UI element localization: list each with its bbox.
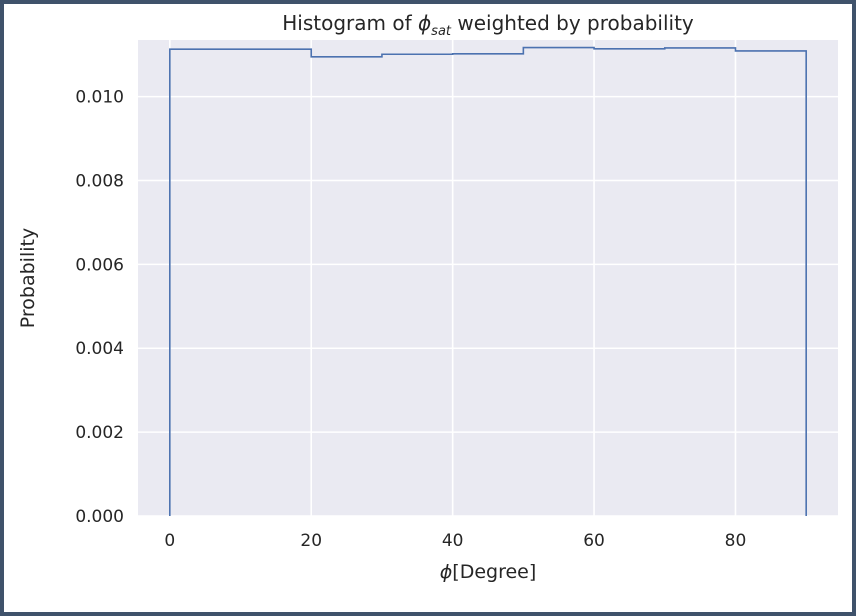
chart-title-phi: ϕ (418, 11, 431, 35)
x-tick-labels: 0 20 40 60 80 (164, 531, 746, 551)
grid-lines (138, 40, 838, 517)
chart-title-suffix: weighted by probability (451, 11, 694, 35)
y-tick-label: 0.010 (75, 88, 124, 108)
y-axis-label: Probability (17, 228, 39, 328)
chart-title-subscript: sat (431, 24, 452, 39)
x-tick-label: 60 (583, 531, 605, 551)
x-axis-label: ϕ[Degree] (440, 561, 537, 583)
x-tick-label: 40 (442, 531, 464, 551)
plot-area (138, 40, 838, 516)
chart-title-prefix: Histogram of (282, 11, 418, 35)
y-tick-label: 0.008 (75, 171, 124, 191)
x-tick-label: 20 (300, 531, 322, 551)
y-tick-label: 0.006 (75, 255, 124, 275)
y-tick-label: 0.004 (75, 339, 124, 359)
y-tick-label: 0.000 (75, 507, 124, 527)
x-tick-label: 80 (725, 531, 747, 551)
y-tick-labels: 0.000 0.002 0.004 0.006 0.008 0.010 (75, 88, 124, 527)
x-axis-label-phi: ϕ (440, 561, 453, 583)
chart-title: Histogram of ϕsat weighted by probabilit… (282, 11, 694, 39)
histogram-step-line (169, 46, 807, 516)
x-axis-label-unit: [Degree] (452, 561, 536, 583)
histogram-chart: 0 20 40 60 80 0.000 0.002 0.004 0.006 0.008 0.010… (17, 11, 838, 583)
x-tick-label: 0 (164, 531, 175, 551)
y-tick-label: 0.002 (75, 423, 124, 443)
